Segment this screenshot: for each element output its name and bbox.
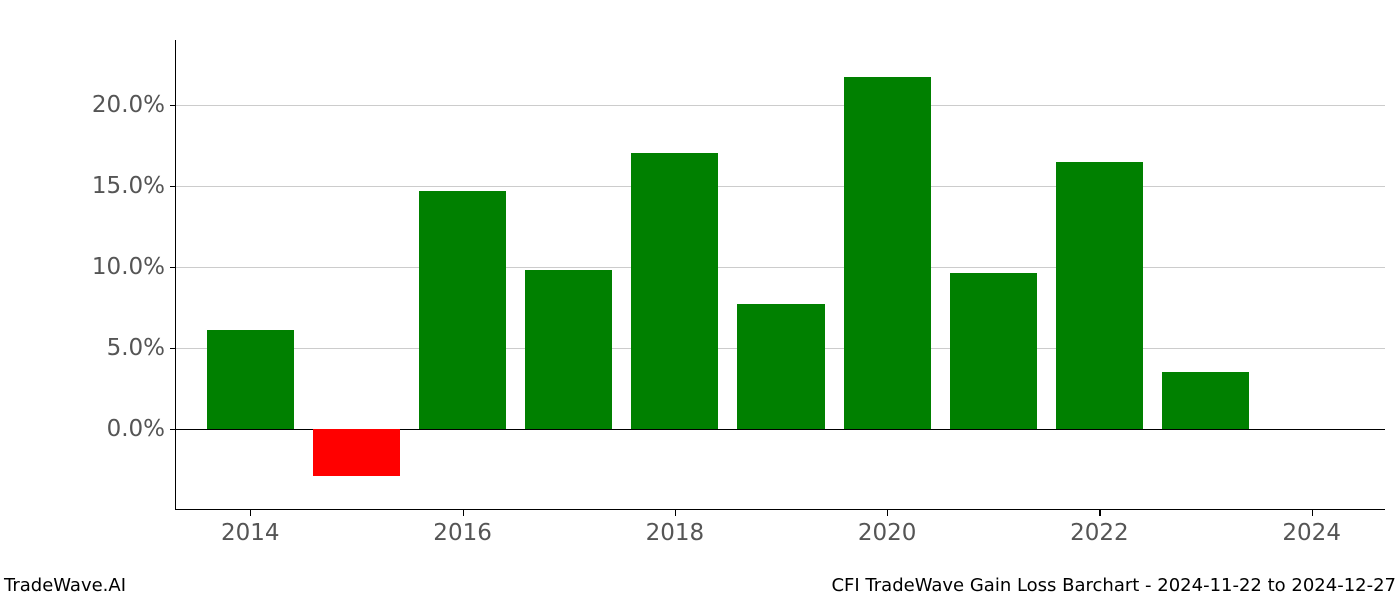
bar-2015 — [313, 429, 400, 476]
y-tick-label: 5.0% — [107, 335, 165, 361]
y-tick-mark — [170, 186, 176, 187]
x-tick-mark — [675, 510, 676, 516]
x-tick-mark — [250, 510, 251, 516]
y-tick-label: 20.0% — [92, 92, 165, 118]
x-tick-mark — [1312, 510, 1313, 516]
footer-right-text: CFI TradeWave Gain Loss Barchart - 2024-… — [831, 575, 1396, 596]
y-tick-label: 10.0% — [92, 254, 165, 280]
x-tick-mark — [463, 510, 464, 516]
bar-2021 — [950, 273, 1037, 429]
x-tick-label: 2022 — [1070, 520, 1129, 546]
x-tick-label: 2024 — [1282, 520, 1341, 546]
bar-2020 — [844, 77, 931, 429]
plot-area: 201420162018202020222024 — [175, 40, 1385, 510]
x-tick-mark — [1099, 510, 1100, 516]
bar-2014 — [207, 330, 294, 429]
bar-2022 — [1056, 162, 1143, 429]
bar-2019 — [737, 304, 824, 429]
y-tick-mark — [170, 348, 176, 349]
footer-left-text: TradeWave.AI — [4, 575, 126, 596]
y-tick-mark — [170, 105, 176, 106]
x-tick-label: 2016 — [433, 520, 492, 546]
x-tick-label: 2014 — [221, 520, 280, 546]
bar-2017 — [525, 270, 612, 429]
x-tick-label: 2020 — [858, 520, 917, 546]
gridline — [176, 267, 1385, 268]
gridline — [176, 105, 1385, 106]
gridline — [176, 186, 1385, 187]
y-tick-label: 0.0% — [107, 416, 165, 442]
bar-2016 — [419, 191, 506, 429]
y-tick-mark — [170, 429, 176, 430]
x-tick-label: 2018 — [646, 520, 705, 546]
bar-2023 — [1162, 372, 1249, 429]
gain-loss-barchart: 201420162018202020222024 TradeWave.AI CF… — [0, 0, 1400, 600]
x-tick-mark — [887, 510, 888, 516]
bar-2018 — [631, 153, 718, 429]
y-tick-label: 15.0% — [92, 173, 165, 199]
y-tick-mark — [170, 267, 176, 268]
